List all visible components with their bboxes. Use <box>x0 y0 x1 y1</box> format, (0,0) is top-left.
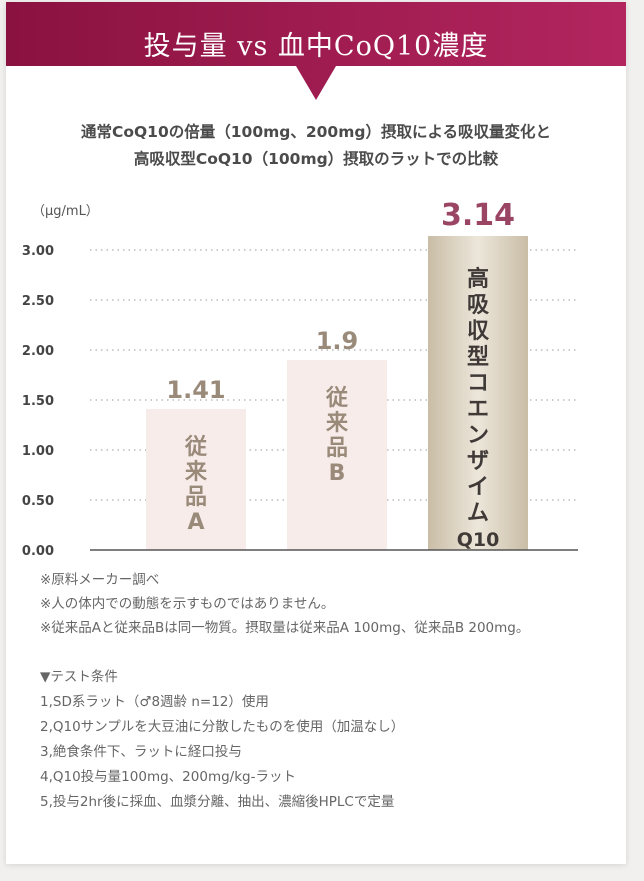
y-tick-label: 2.00 <box>22 344 54 359</box>
bar-category-char: ザ <box>467 449 489 474</box>
y-tick-labels: 0.00 0.50 1.00 1.50 2.00 2.50 3.00 <box>22 244 54 559</box>
bar-value-label: 3.14 <box>441 198 515 233</box>
y-tick-label: 0.50 <box>22 494 54 509</box>
bar-value-label: 1.9 <box>316 327 359 355</box>
bar-chart: （μg/mL） 0.00 0.50 1.00 1.50 2.00 2.50 3.00 1.4… <box>22 198 578 559</box>
bar-category-char: 来 <box>325 411 349 436</box>
bar-category-char: イ <box>467 475 489 500</box>
y-tick-label: 0.00 <box>22 544 54 559</box>
y-tick-label: 3.00 <box>22 244 54 259</box>
header-banner-shape <box>6 2 626 100</box>
subtitle-line-2: 高吸収型CoQ10（100mg）摂取のラットでの比較 <box>133 150 499 168</box>
bar-category-char: 来 <box>184 460 208 485</box>
header-banner <box>6 2 626 100</box>
bar-category-char: B <box>329 461 346 486</box>
comparison-card: 投与量 vs 血中CoQ10濃度 通常CoQ10の倍量（100mg、200mg）… <box>6 2 626 864</box>
bar-category-char: 品 <box>185 485 207 510</box>
condition-item: 4,Q10投与量100mg、200mg/kg-ラット <box>40 769 296 785</box>
condition-item: 1,SD系ラット（♂8週齢 n=12）使用 <box>40 694 269 710</box>
bar-category-char: コ <box>467 371 489 396</box>
bar <box>428 236 528 550</box>
bar-value-label: 1.41 <box>166 376 225 404</box>
bar-category-char: エ <box>467 397 489 422</box>
subtitle-line-1: 通常CoQ10の倍量（100mg、200mg）摂取による吸収量変化と <box>80 123 551 141</box>
y-tick-label: 1.50 <box>22 394 54 409</box>
conditions-heading: ▼テスト条件 <box>40 669 118 685</box>
y-tick-label: 1.00 <box>22 444 54 459</box>
bar-category-char: 吸 <box>467 293 490 318</box>
header-title: 投与量 vs 血中CoQ10濃度 <box>143 31 489 62</box>
bar-category-char: 従 <box>325 385 348 411</box>
bar-category-char: ム <box>467 501 489 526</box>
note-disclaimer: ※人の体内での動態を示すものではありません。 <box>40 596 335 612</box>
condition-item: 2,Q10サンプルを大豆油に分散したものを使用（加温なし） <box>40 719 405 735</box>
bar-category-char: 収 <box>467 319 490 344</box>
bar <box>146 409 246 550</box>
notes: ※原料メーカー調べ ※人の体内での動態を示すものではありません。 ※従来品Aと従… <box>40 568 529 640</box>
y-tick-label: 2.50 <box>22 294 54 309</box>
bar-category-char: 従 <box>184 434 207 460</box>
bar-category-char: A <box>187 510 204 535</box>
bar-category-char: 高 <box>467 266 489 292</box>
bar-category-char: 型 <box>467 345 489 370</box>
bar-category-char: Q10 <box>457 529 500 551</box>
y-unit-label: （μg/mL） <box>32 204 99 219</box>
note-dosage: ※従来品Aと従来品Bは同一物質。摂取量は従来品A 100mg、従来品B 200m… <box>40 620 530 636</box>
condition-item: 3,絶食条件下、ラットに経口投与 <box>40 744 242 760</box>
test-conditions: ▼テスト条件 1,SD系ラット（♂8週齢 n=12）使用 2,Q10サンプルを大… <box>40 665 404 815</box>
bar <box>287 360 387 550</box>
bar-category-char: 品 <box>326 436 348 461</box>
condition-item: 5,投与2hr後に採血、血漿分離、抽出、濃縮後HPLCで定量 <box>40 794 395 810</box>
bar-category-char: ン <box>467 423 489 448</box>
chart-subtitle: 通常CoQ10の倍量（100mg、200mg）摂取による吸収量変化と 高吸収型C… <box>6 119 626 173</box>
note-source: ※原料メーカー調べ <box>40 572 160 588</box>
